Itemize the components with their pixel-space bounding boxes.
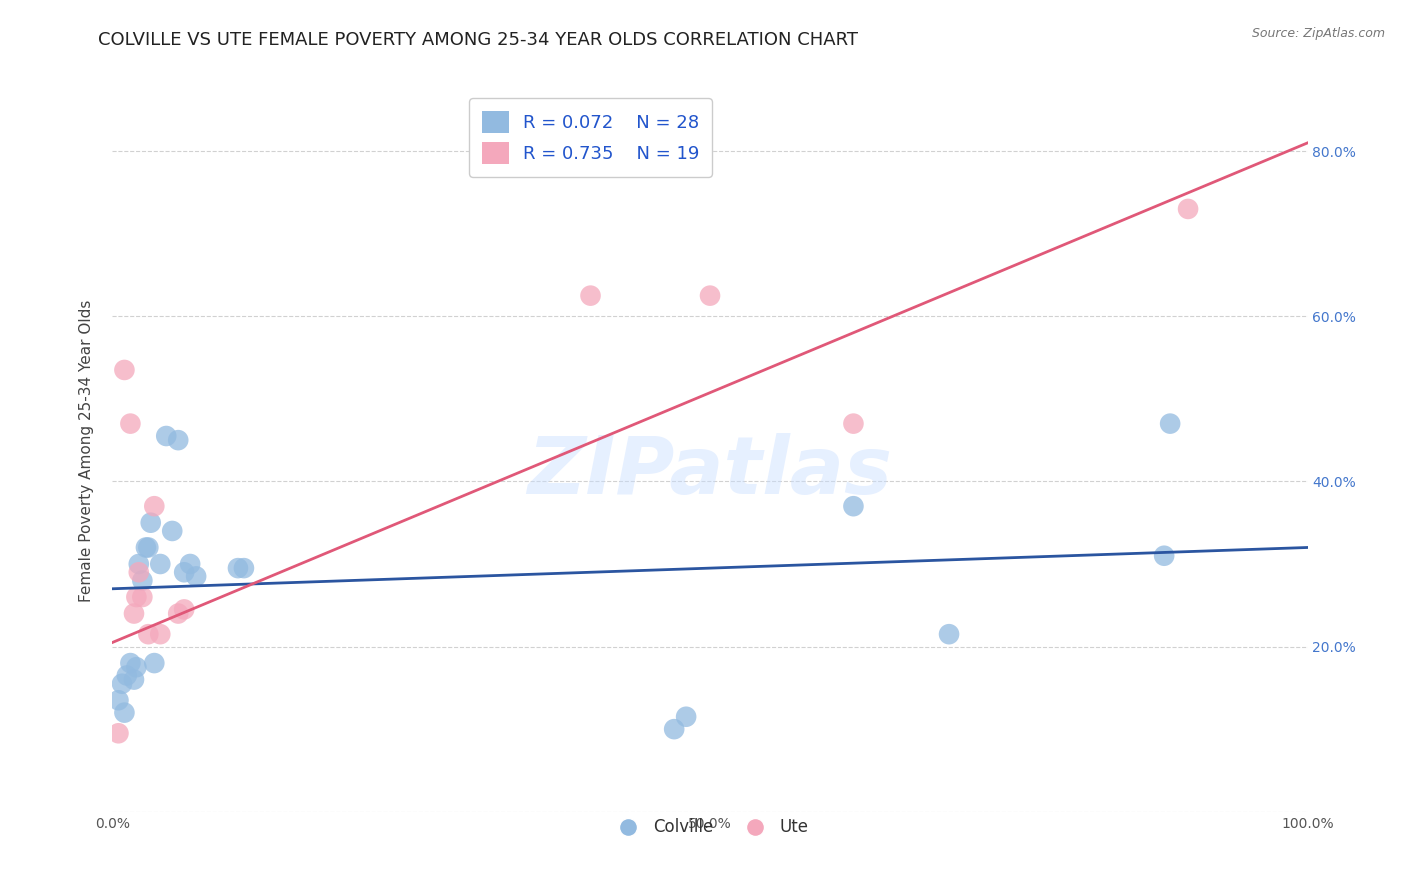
Point — [167, 607, 190, 621]
Text: ZIPatlas: ZIPatlas — [527, 434, 893, 511]
Point — [186, 569, 208, 583]
Point — [125, 660, 148, 674]
Text: Source: ZipAtlas.com: Source: ZipAtlas.com — [1251, 27, 1385, 40]
Point — [842, 499, 865, 513]
Point — [122, 607, 145, 621]
Point — [842, 417, 865, 431]
Point — [131, 590, 153, 604]
Point — [1177, 202, 1199, 216]
Point — [155, 429, 177, 443]
Point — [122, 673, 145, 687]
Point — [675, 710, 697, 724]
Point — [114, 363, 135, 377]
Point — [114, 706, 135, 720]
Point — [167, 433, 190, 447]
Point — [128, 557, 150, 571]
Point — [173, 602, 195, 616]
Y-axis label: Female Poverty Among 25-34 Year Olds: Female Poverty Among 25-34 Year Olds — [79, 300, 94, 601]
Point — [579, 288, 602, 302]
Point — [125, 590, 148, 604]
Point — [233, 561, 256, 575]
Point — [1159, 417, 1181, 431]
Point — [664, 722, 686, 736]
Point — [149, 627, 172, 641]
Point — [143, 656, 166, 670]
Point — [938, 627, 960, 641]
Point — [139, 516, 162, 530]
Point — [131, 574, 153, 588]
Point — [120, 417, 142, 431]
Point — [226, 561, 249, 575]
Point — [135, 541, 157, 555]
Point — [107, 726, 129, 740]
Point — [138, 541, 160, 555]
Point — [1153, 549, 1175, 563]
Point — [120, 656, 142, 670]
Point — [149, 557, 172, 571]
Point — [699, 288, 721, 302]
Point — [143, 499, 166, 513]
Point — [162, 524, 183, 538]
Legend: Colville, Ute: Colville, Ute — [605, 812, 815, 843]
Point — [128, 566, 150, 580]
Point — [179, 557, 201, 571]
Point — [115, 668, 138, 682]
Point — [107, 693, 129, 707]
Text: COLVILLE VS UTE FEMALE POVERTY AMONG 25-34 YEAR OLDS CORRELATION CHART: COLVILLE VS UTE FEMALE POVERTY AMONG 25-… — [98, 31, 859, 49]
Point — [173, 566, 195, 580]
Point — [111, 677, 134, 691]
Point — [138, 627, 160, 641]
